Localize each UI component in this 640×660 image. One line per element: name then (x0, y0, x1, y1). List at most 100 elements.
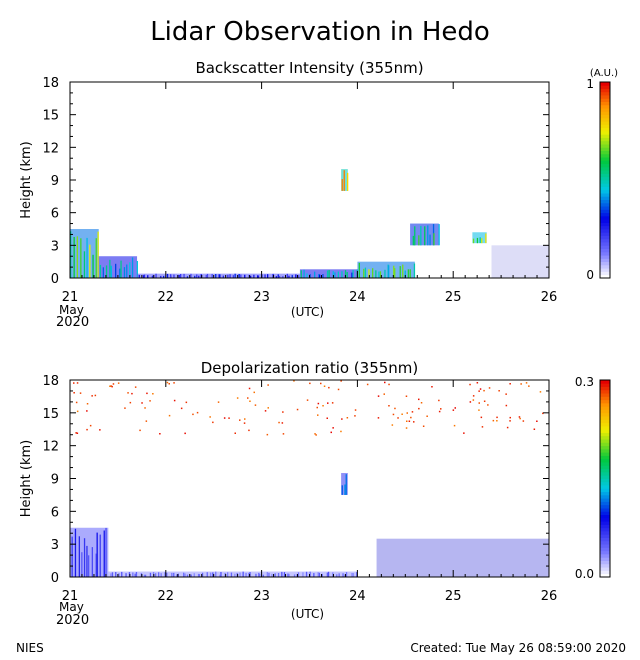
noise-point (141, 402, 143, 404)
feature-streak (197, 573, 200, 577)
noise-point (366, 383, 369, 386)
feature-streak (88, 555, 90, 577)
feature-streak (176, 574, 178, 577)
feature-streak (375, 270, 377, 278)
noise-point (422, 425, 425, 427)
feature-streak (211, 273, 213, 278)
colorbar-segment (600, 557, 610, 561)
feature-streak (309, 274, 311, 278)
feature-streak (295, 274, 297, 278)
feature-streak (282, 276, 284, 278)
feature-streak (253, 274, 255, 278)
noise-point (480, 416, 483, 419)
feature-streak (89, 244, 91, 278)
org-label: NIES (16, 641, 44, 655)
noise-point (405, 427, 408, 429)
noise-point (354, 415, 356, 417)
y-tick-label: 15 (42, 407, 59, 422)
feature-streak (115, 572, 117, 577)
feature-streak (194, 275, 196, 278)
feature-streak (317, 572, 319, 577)
colorbar-segment (600, 222, 610, 227)
feature-streak (438, 224, 440, 246)
feature-streak (326, 572, 328, 577)
noise-point (413, 421, 415, 423)
feature-streak (287, 573, 289, 577)
noise-point (522, 420, 525, 422)
colorbar-segment (600, 389, 610, 394)
x-start-year: 2020 (56, 613, 89, 628)
feature-surface_layer (108, 571, 358, 577)
feature-streak (210, 572, 212, 577)
colorbar-segment (600, 219, 610, 223)
noise-point (332, 427, 334, 429)
noise-point (296, 408, 299, 411)
feature-streak (363, 268, 365, 278)
noise-point (536, 420, 538, 422)
colorbar-segment (600, 481, 610, 486)
feature-streak (278, 275, 281, 278)
feature-streak (110, 573, 112, 577)
feature-streak (222, 275, 224, 278)
noise-point (192, 413, 194, 416)
colorbar-segment (600, 186, 610, 191)
colorbar-segment (600, 380, 610, 384)
noise-point (282, 433, 285, 435)
feature-streak (219, 274, 221, 278)
x-tick-label: 25 (445, 290, 462, 305)
noise-point (406, 420, 408, 422)
noise-point (209, 416, 211, 418)
noise-point (394, 407, 396, 410)
noise-point (384, 381, 386, 384)
colorbar-segment (600, 494, 610, 499)
feature-streak (358, 262, 360, 278)
noise-point (418, 398, 420, 401)
colorbar-segment (600, 193, 610, 197)
colorbar-segment (600, 229, 610, 233)
colorbar-segment (600, 524, 610, 529)
colorbar-segment (600, 435, 610, 440)
feature-streak (193, 573, 195, 577)
colorbar-segment (600, 189, 610, 194)
feature-streak (131, 257, 134, 278)
noise-point (431, 386, 433, 388)
feature-streak (186, 276, 189, 278)
feature-streak (95, 553, 97, 577)
noise-point (326, 417, 328, 419)
colorbar-segment (600, 98, 610, 102)
feature-streak (393, 265, 395, 278)
colorbar-segment (600, 176, 610, 181)
colorbar-segment (600, 274, 610, 279)
feature-streak (266, 572, 268, 577)
noise-point (341, 418, 343, 420)
noise-point (452, 409, 455, 411)
colorbar-segment (600, 419, 610, 424)
noise-point (488, 387, 491, 389)
noise-point (322, 405, 324, 407)
colorbar-segment (600, 264, 610, 269)
noise-point (266, 433, 269, 436)
feature-streak (136, 261, 138, 278)
noise-point (487, 404, 489, 406)
noise-point (496, 416, 498, 419)
noise-point (89, 424, 92, 427)
feature-streak (364, 267, 367, 278)
feature-streak (109, 259, 111, 278)
feature-streak (230, 572, 233, 577)
feature-streak (102, 267, 104, 278)
feature-streak (413, 263, 416, 278)
noise-point (86, 428, 88, 431)
feature-streak (91, 547, 93, 577)
colorbar-segment (600, 540, 610, 545)
y-tick-label: 0 (51, 272, 59, 287)
noise-point (239, 419, 241, 421)
feature-streak (356, 572, 358, 577)
feature-streak (74, 528, 77, 577)
feature-streak (198, 574, 200, 577)
feature-streak (322, 274, 324, 278)
feature-streak (302, 572, 304, 577)
feature-streak (341, 271, 343, 278)
feature-streak (163, 275, 165, 278)
noise-point (454, 407, 456, 409)
feature-streak (180, 274, 182, 278)
